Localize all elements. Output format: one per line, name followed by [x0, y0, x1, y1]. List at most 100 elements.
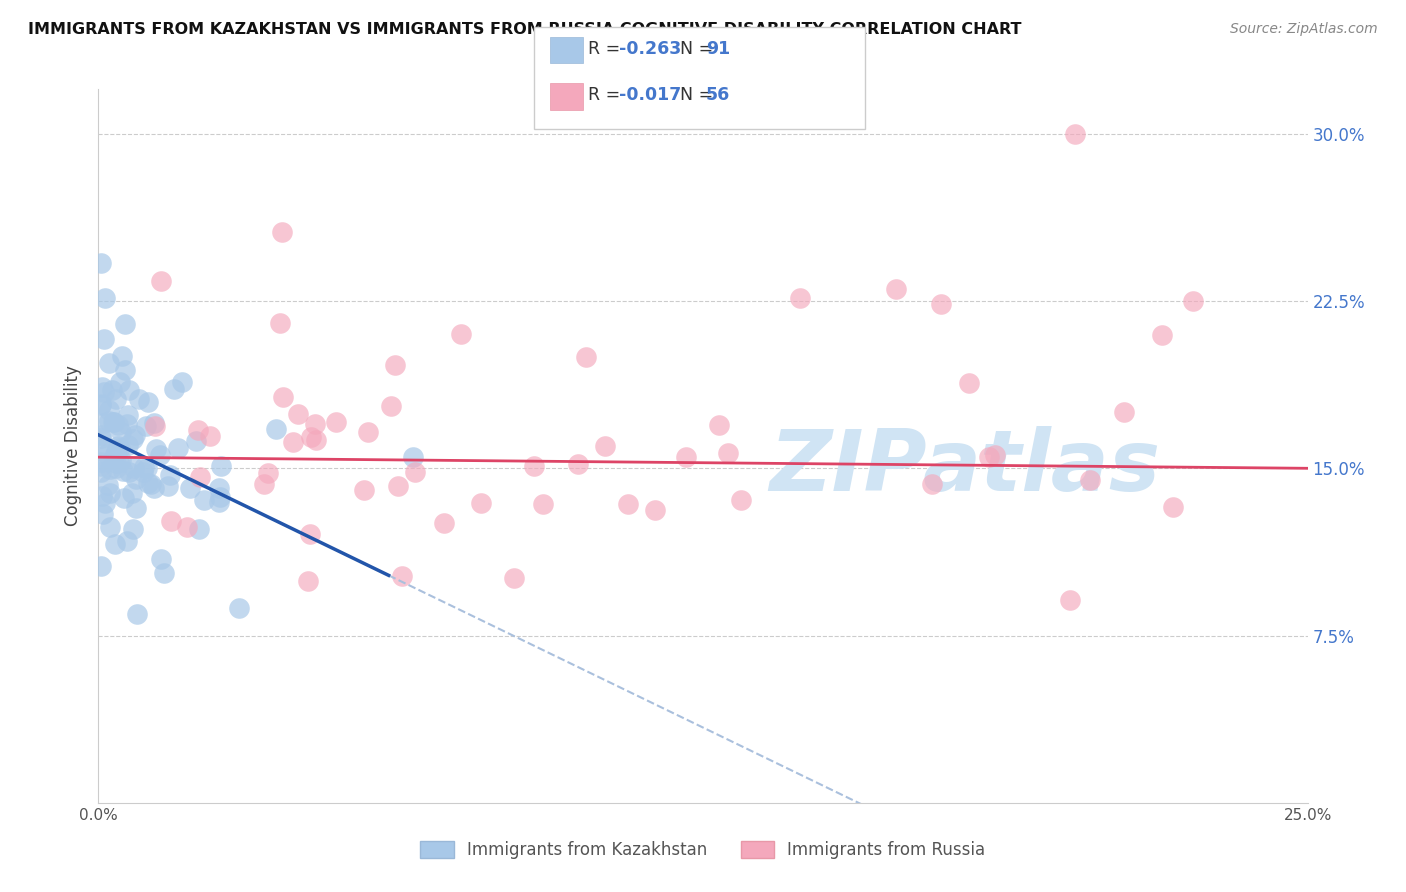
- Point: [325, 415, 347, 429]
- Point: [617, 497, 640, 511]
- Point: [531, 497, 554, 511]
- Point: [929, 297, 952, 311]
- Text: -0.017: -0.017: [619, 87, 681, 104]
- Point: [90, 455, 112, 469]
- Point: [108, 441, 131, 455]
- Point: [299, 526, 322, 541]
- Point: [136, 476, 159, 491]
- Point: [98, 414, 121, 428]
- Point: [470, 495, 492, 509]
- Legend: Immigrants from Kazakhstan, Immigrants from Russia: Immigrants from Kazakhstan, Immigrants f…: [413, 834, 993, 866]
- Point: [1059, 593, 1081, 607]
- Point: [124, 427, 146, 442]
- Point: [90, 256, 112, 270]
- Point: [91, 489, 114, 503]
- Point: [110, 425, 132, 439]
- Point: [107, 418, 129, 433]
- Point: [93, 507, 115, 521]
- Point: [1161, 500, 1184, 514]
- Point: [90, 399, 112, 413]
- Point: [141, 477, 163, 491]
- Point: [98, 356, 121, 370]
- Point: [122, 432, 145, 446]
- Point: [789, 291, 811, 305]
- Point: [104, 444, 127, 458]
- Text: 56: 56: [706, 87, 730, 104]
- Point: [644, 503, 666, 517]
- Point: [97, 402, 120, 417]
- Point: [98, 485, 121, 500]
- Text: R =: R =: [588, 87, 626, 104]
- Point: [675, 450, 697, 465]
- Point: [112, 491, 135, 506]
- Point: [159, 468, 181, 483]
- Point: [228, 601, 250, 615]
- Point: [384, 359, 406, 373]
- Point: [387, 479, 409, 493]
- Point: [91, 380, 114, 394]
- Point: [94, 441, 117, 455]
- Point: [163, 382, 186, 396]
- Text: N =: N =: [669, 40, 718, 58]
- Point: [523, 458, 546, 473]
- Point: [287, 407, 309, 421]
- Point: [125, 472, 148, 486]
- Point: [103, 415, 125, 429]
- Point: [717, 445, 740, 459]
- Point: [160, 514, 183, 528]
- Point: [104, 537, 127, 551]
- Point: [271, 390, 294, 404]
- Point: [402, 450, 425, 464]
- Point: [404, 465, 426, 479]
- Point: [117, 438, 139, 452]
- Point: [709, 417, 731, 432]
- Point: [156, 478, 179, 492]
- Point: [921, 476, 943, 491]
- Point: [132, 465, 155, 479]
- Point: [136, 461, 159, 475]
- Point: [188, 469, 211, 483]
- Point: [357, 425, 380, 440]
- Point: [145, 442, 167, 457]
- Point: [193, 492, 215, 507]
- Point: [94, 496, 117, 510]
- Point: [187, 423, 209, 437]
- Point: [149, 448, 172, 462]
- Text: atlas: atlas: [922, 425, 1160, 509]
- Point: [90, 427, 112, 442]
- Point: [90, 431, 112, 445]
- Point: [176, 520, 198, 534]
- Point: [305, 433, 328, 447]
- Point: [104, 456, 127, 470]
- Y-axis label: Cognitive Disability: Cognitive Disability: [65, 366, 83, 526]
- Point: [208, 495, 231, 509]
- Text: ZIP: ZIP: [769, 425, 927, 509]
- Point: [450, 326, 472, 341]
- Point: [150, 552, 173, 566]
- Point: [730, 492, 752, 507]
- Point: [264, 421, 287, 435]
- Point: [380, 399, 402, 413]
- Point: [103, 450, 125, 464]
- Point: [1078, 473, 1101, 487]
- Point: [125, 501, 148, 516]
- Point: [114, 363, 136, 377]
- Text: IMMIGRANTS FROM KAZAKHSTAN VS IMMIGRANTS FROM RUSSIA COGNITIVE DISABILITY CORREL: IMMIGRANTS FROM KAZAKHSTAN VS IMMIGRANTS…: [28, 22, 1022, 37]
- Point: [118, 383, 141, 397]
- Point: [110, 453, 132, 467]
- Point: [153, 566, 176, 581]
- Point: [112, 464, 135, 478]
- Point: [256, 466, 278, 480]
- Point: [125, 607, 148, 621]
- Point: [104, 461, 127, 475]
- Point: [107, 439, 129, 453]
- Text: N =: N =: [669, 87, 718, 104]
- Point: [93, 333, 115, 347]
- Point: [270, 225, 292, 239]
- Point: [90, 396, 112, 410]
- Point: [143, 481, 166, 495]
- Point: [121, 486, 143, 500]
- Point: [93, 384, 115, 399]
- Point: [283, 434, 305, 449]
- Point: [353, 483, 375, 497]
